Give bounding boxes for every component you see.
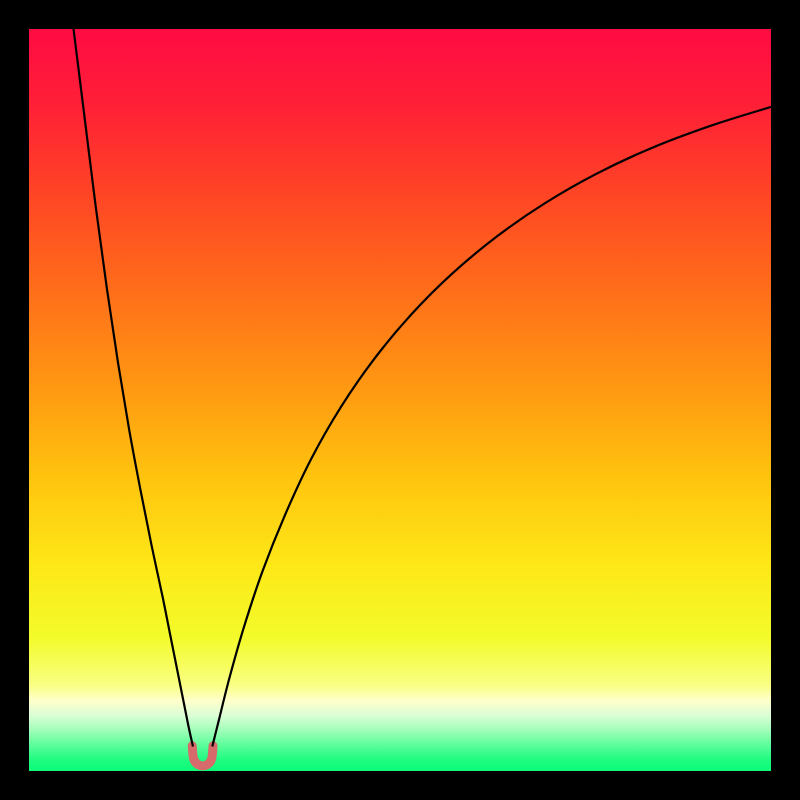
frame-top — [0, 0, 800, 29]
frame-bottom — [0, 771, 800, 800]
gradient-background — [29, 29, 771, 771]
plot-area — [29, 29, 771, 771]
chart-stage: TheBottleneck.com — [0, 0, 800, 800]
frame-right — [771, 0, 800, 800]
chart-svg — [29, 29, 771, 771]
frame-left — [0, 0, 29, 800]
